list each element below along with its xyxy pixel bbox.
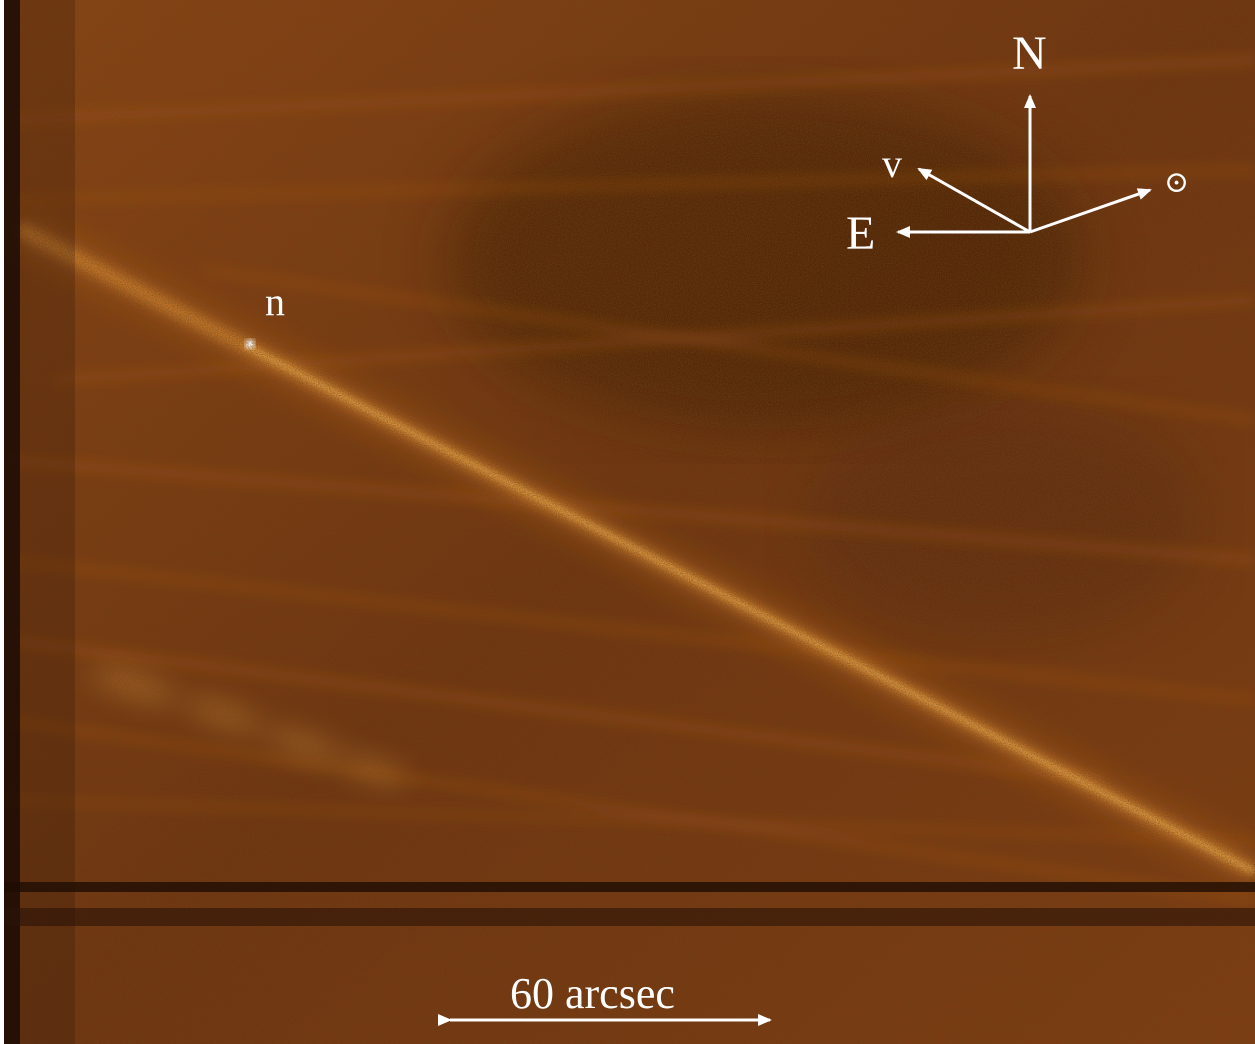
comet-image-render [4, 0, 1255, 1044]
velocity-label: v [882, 141, 902, 186]
sun-symbol-icon: ⊙ [1164, 166, 1190, 199]
sensor-noise [4, 0, 1255, 1044]
scale-bar-label: 60 arcsec [510, 969, 675, 1018]
east-label: E [846, 207, 876, 260]
comet-image [4, 0, 1255, 1044]
dark-row [4, 882, 1255, 892]
dark-column [4, 0, 20, 1044]
north-label: N [1012, 27, 1047, 80]
nucleus-label: n [265, 279, 285, 324]
